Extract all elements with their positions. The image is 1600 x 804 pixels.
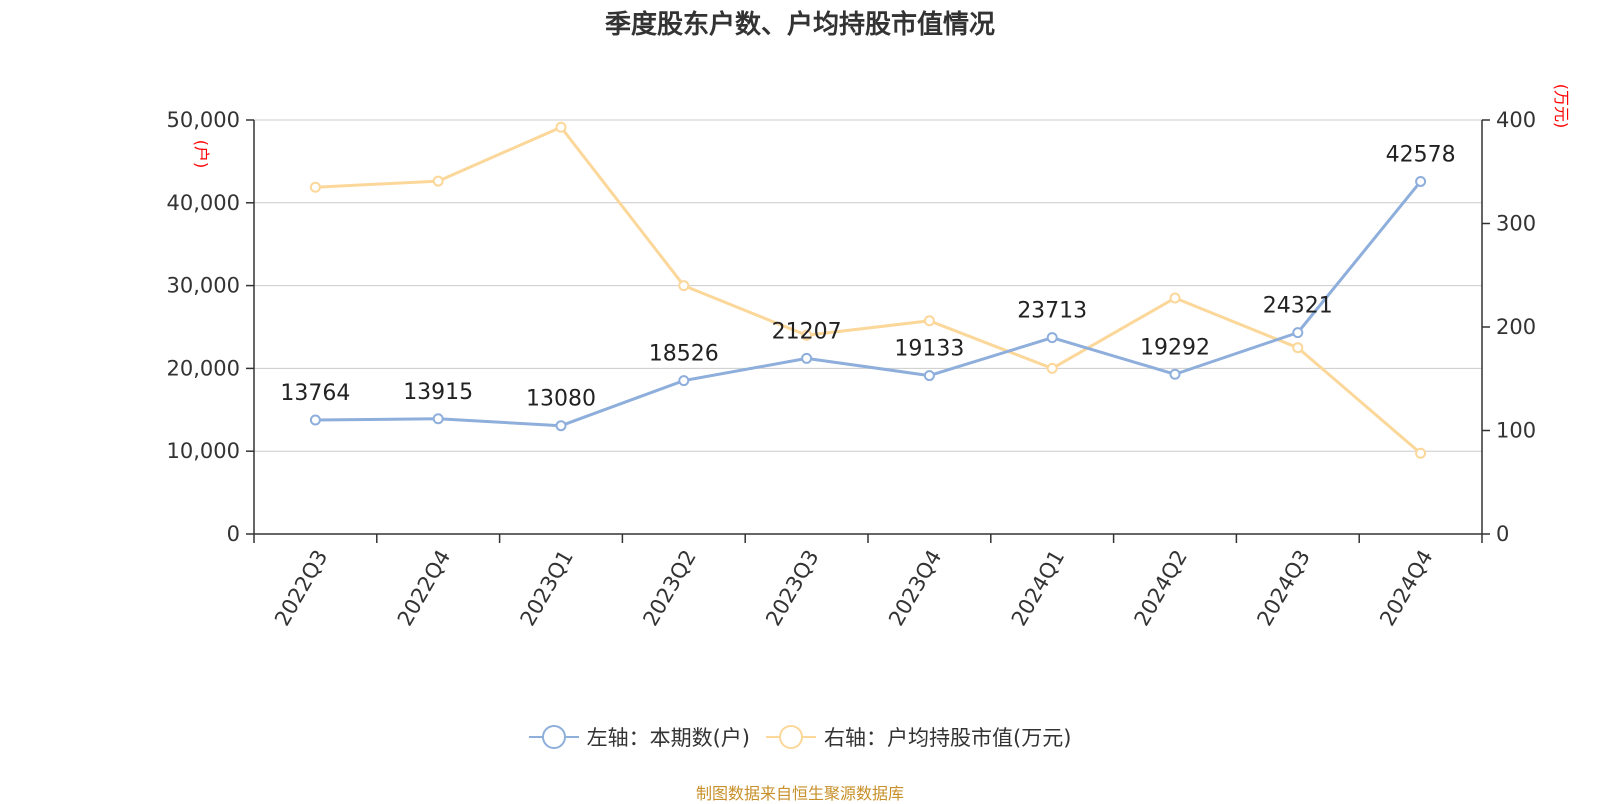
right-series-point (432, 175, 444, 187)
right-series-point (801, 329, 813, 341)
legend-left-series-symbol (528, 724, 579, 750)
left-series-data-label: 13915 (403, 380, 473, 405)
x-axis-category-label: 2024Q1 (1007, 546, 1069, 630)
legend-left-series-label: 左轴：本期数(户) (586, 726, 750, 750)
left-series-point (923, 370, 935, 382)
right-series-point (923, 315, 935, 327)
legend: 左轴：本期数(户) 右轴：户均持股市值(万元) (0, 722, 1600, 752)
left-axis-tick-label: 50,000 (167, 108, 240, 132)
right-axis-tick-label: 300 (1496, 212, 1536, 236)
left-axis-tick-label: 0 (227, 522, 240, 546)
right-series-point (1169, 292, 1181, 304)
right-axis-tick-label: 0 (1496, 522, 1509, 546)
left-series-point (678, 375, 690, 387)
left-axis-unit-label: (户) (192, 140, 211, 169)
right-series-point (555, 121, 567, 133)
x-axis-category-label: 2023Q3 (761, 546, 823, 630)
left-series-data-label: 24321 (1263, 294, 1333, 319)
legend-right-series-label: 右轴：户均持股市值(万元) (824, 726, 1072, 750)
left-axis-tick-label: 10,000 (167, 439, 240, 463)
left-series-data-label: 19133 (894, 337, 964, 362)
left-axis-tick-label: 40,000 (167, 191, 240, 215)
left-series-data-label: 21207 (772, 319, 842, 344)
legend-item-left-series[interactable]: 左轴：本期数(户) (528, 722, 750, 752)
left-series-data-label: 18526 (649, 342, 719, 367)
x-axis-category-label: 2024Q4 (1375, 546, 1437, 630)
right-axis-tick-label: 100 (1496, 419, 1536, 443)
left-series-point (1292, 327, 1304, 339)
right-axis-tick-label: 400 (1496, 108, 1536, 132)
x-axis-category-label: 2024Q2 (1130, 546, 1192, 630)
left-series-point (309, 414, 321, 426)
right-axis-tick-label: 200 (1496, 315, 1536, 339)
left-series-data-label: 19292 (1140, 335, 1210, 360)
x-axis-category-label: 2023Q2 (638, 546, 700, 630)
left-series-point (801, 352, 813, 364)
left-series-data-label: 23713 (1017, 299, 1087, 324)
right-series-point (1292, 342, 1304, 354)
left-series-data-label: 13764 (280, 381, 350, 406)
chart-title: 季度股东户数、户均持股市值情况 (604, 10, 995, 40)
x-axis-category-label: 2024Q3 (1252, 546, 1314, 630)
left-series-point (1415, 175, 1427, 187)
left-series-point (555, 420, 567, 432)
right-series-point (1046, 362, 1058, 374)
left-series-point (1046, 332, 1058, 344)
left-axis-tick-label: 20,000 (167, 356, 240, 380)
right-series-line (315, 125, 1422, 455)
legend-right-series-symbol (766, 724, 816, 750)
right-series-point (309, 181, 321, 193)
x-axis-category-label: 2022Q3 (270, 546, 332, 630)
left-series-data-label: 13080 (526, 387, 596, 412)
left-axis-tick-label: 30,000 (167, 274, 240, 298)
right-series-point (678, 280, 690, 292)
right-series-point (1415, 447, 1427, 459)
right-axis-unit-label: (万元) (1552, 84, 1571, 129)
legend-item-right-series[interactable]: 右轴：户均持股市值(万元) (766, 722, 1071, 752)
left-series-point (432, 413, 444, 425)
left-series-data-label: 42578 (1386, 142, 1456, 167)
left-series-point (1169, 368, 1181, 380)
x-axis-category-label: 2022Q4 (393, 546, 455, 630)
data-source-note: 制图数据来自恒生聚源数据库 (695, 784, 904, 803)
x-axis-category-label: 2023Q1 (516, 546, 578, 630)
left-series-line (315, 180, 1422, 428)
x-axis-category-label: 2023Q4 (884, 546, 946, 630)
